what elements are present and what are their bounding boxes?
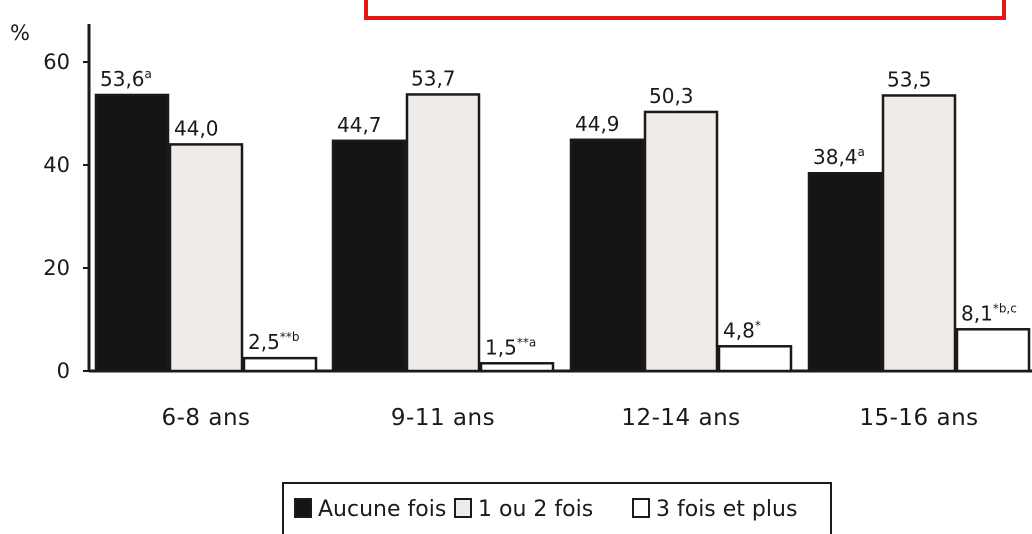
bar [569,138,645,373]
bar [717,345,793,373]
bar [168,143,244,373]
data-label: 1,5**a [485,335,536,359]
data-label-value: 4,8 [723,318,755,342]
data-label-value: 44,0 [174,116,219,140]
bar [94,93,170,373]
data-label-value: 44,7 [337,113,382,137]
data-label-value: 44,9 [575,112,620,136]
y-tick-label: 60 [43,50,70,74]
x-category-label: 15-16 ans [859,405,978,431]
data-label-value: 2,5 [248,330,280,354]
bar [405,93,481,373]
data-label-value: 1,5 [485,335,517,359]
data-label-value: 53,5 [887,67,932,91]
data-label-value: 38,4 [813,145,858,169]
y-tick-label: 40 [43,153,70,177]
data-label-superscript: *b,c [993,301,1017,315]
data-label-superscript: * [755,318,761,332]
bar [955,328,1031,373]
legend-label: Aucune fois [318,497,446,522]
data-label: 38,4a [813,145,865,169]
data-label-value: 53,7 [411,66,456,90]
x-category-label: 12-14 ans [621,405,740,431]
data-label: 44,9 [575,112,620,136]
data-label: 4,8* [723,318,761,342]
data-label: 50,3 [649,84,694,108]
legend-box [282,482,832,534]
x-category-label: 6-8 ans [161,405,250,431]
data-label: 44,0 [174,116,219,140]
data-label: 53,5 [887,67,932,91]
y-axis-label: % [10,21,30,45]
y-tick-label: 0 [57,359,70,383]
bar [881,94,957,373]
data-label: 8,1*b,c [961,301,1017,325]
legend-swatch [294,498,312,518]
bar [479,362,555,373]
legend-swatch [632,498,650,518]
legend-label: 3 fois et plus [656,497,797,522]
data-label-value: 53,6 [100,67,145,91]
data-label-superscript: **a [517,335,536,349]
x-category-label: 9-11 ans [391,405,495,431]
chart-legend: Aucune fois 1 ou 2 fois 3 fois et plus [282,482,832,534]
bar [242,356,318,373]
highlight-box [364,0,1006,20]
data-label-value: 50,3 [649,84,694,108]
data-label: 44,7 [337,113,382,137]
data-label-superscript: a [145,67,152,81]
data-label: 53,6a [100,67,152,91]
bar [807,171,883,373]
data-label-superscript: **b [280,330,300,344]
bar [331,139,407,373]
data-label-value: 8,1 [961,301,993,325]
legend-label: 1 ou 2 fois [478,497,593,522]
data-label-superscript: a [858,145,865,159]
chart-bars [94,93,1031,373]
legend-swatch [454,498,472,518]
data-label: 53,7 [411,66,456,90]
y-tick-label: 20 [43,256,70,280]
bar [643,110,719,373]
data-label: 2,5**b [248,330,299,354]
chart-axes: % 0 20 40 60 6-8 ans 9-11 ans 12-14 ans 15-16 an… [10,21,1032,431]
